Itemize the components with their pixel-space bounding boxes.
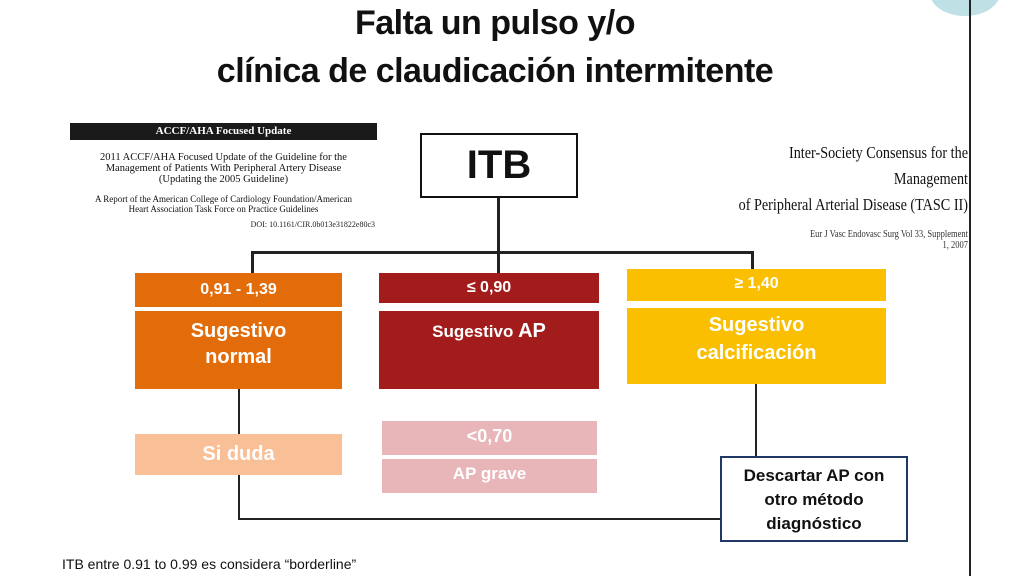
title-line-1: Falta un pulso y/o — [354, 4, 636, 42]
connector-horizontal — [251, 251, 754, 254]
exclude-line-3: diagnóstico — [766, 514, 862, 533]
ap-range-label: ≤ 0,90 — [379, 273, 599, 303]
exclude-ap-box: Descartar AP con otro método diagnóstico — [720, 456, 908, 542]
reference-left-sub-2: Heart Association Task Force on Practice… — [128, 204, 319, 214]
right-border-line — [969, 0, 971, 576]
normal-result-box: Sugestivo normal — [135, 311, 342, 389]
ap-result-text: Sugestivo — [432, 322, 519, 341]
calcification-result-line-2: calcificación — [696, 342, 817, 364]
reference-left-subtitle: A Report of the American College of Card… — [70, 194, 377, 214]
exclude-line-2: otro método — [764, 490, 864, 509]
reference-left-header: ACCF/AHA Focused Update — [70, 123, 377, 140]
calcification-range-label: ≥ 1,40 — [627, 269, 886, 301]
doubt-box: Si duda — [135, 434, 342, 475]
reference-right-title-2: of Peripheral Arterial Disease (TASC II) — [738, 195, 968, 214]
calcification-result-box: Sugestivo calcificación — [627, 308, 886, 384]
reference-left-line-1: 2011 ACCF/AHA Focused Update of the Guid… — [100, 152, 347, 163]
connector-calcification-down — [755, 384, 757, 456]
ap-result-abbrev: AP — [518, 320, 546, 342]
exclude-line-1: Descartar AP con — [743, 466, 885, 485]
normal-range-label: 0,91 - 1,39 — [135, 273, 342, 307]
connector-to-ap — [497, 251, 500, 273]
itb-root-node: ITB — [420, 133, 578, 198]
corner-decoration — [930, 0, 1000, 16]
title-line-2: clínica de claudicación intermitente — [216, 52, 774, 90]
borderline-footnote: ITB entre 0.91 to 0.99 es considera “bor… — [62, 556, 357, 572]
reference-left-line-2: Management of Patients With Peripheral A… — [105, 163, 342, 174]
reference-right-title: Inter-Society Consensus for the Manageme… — [738, 140, 968, 218]
connector-bottom-to-exclude — [238, 518, 720, 520]
calcification-result-line-1: Sugestivo — [708, 314, 805, 336]
severe-threshold-box: <0,70 — [382, 421, 597, 455]
severe-ap-box: AP grave — [382, 459, 597, 493]
normal-result-line-1: Sugestivo — [190, 320, 287, 342]
reference-left-line-3: (Updating the 2005 Guideline) — [158, 174, 289, 185]
connector-to-calcification — [751, 251, 754, 269]
reference-left-sub-1: A Report of the American College of Card… — [95, 194, 352, 204]
reference-left-doi: DOI: 10.1161/CIR.0b013e31822e80c3 — [250, 220, 375, 229]
ap-result-box: Sugestivo AP — [379, 311, 599, 389]
normal-result-line-2: normal — [205, 346, 272, 368]
connector-to-normal — [251, 251, 254, 273]
connector-root-down — [497, 198, 500, 253]
reference-right-citation: Eur J Vasc Endovasc Surg Vol 33, Supplem… — [809, 229, 968, 251]
reference-right-title-1: Inter-Society Consensus for the Manageme… — [788, 143, 968, 188]
reference-left-title: 2011 ACCF/AHA Focused Update of the Guid… — [70, 152, 377, 185]
